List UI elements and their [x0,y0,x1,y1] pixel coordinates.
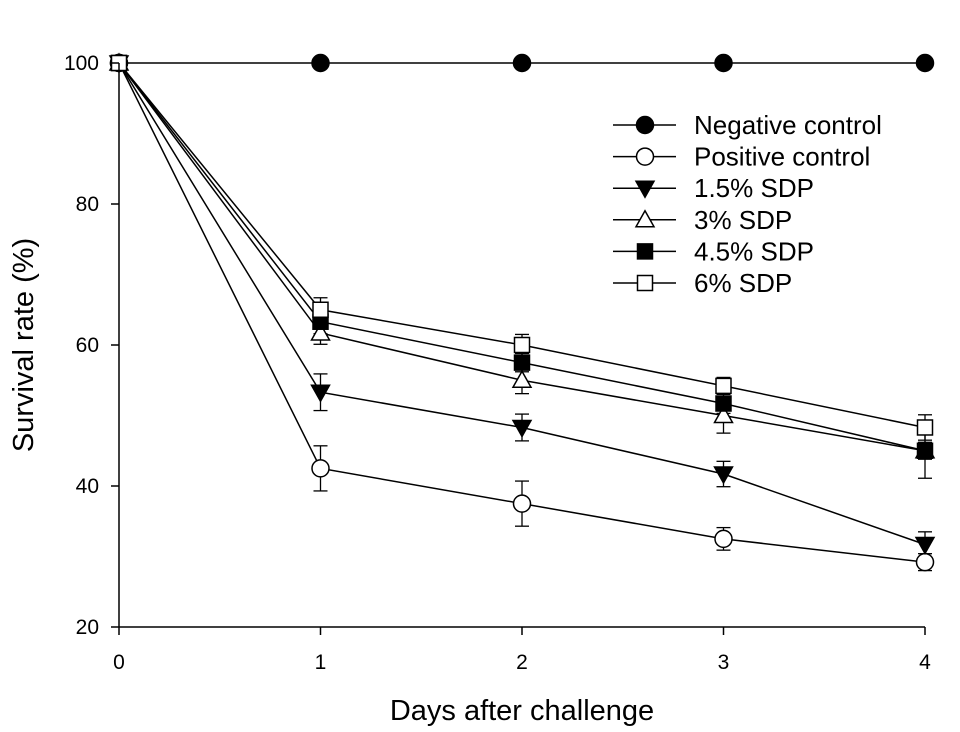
data-point-negative-control [714,53,733,73]
legend-item-3-sdp: 3% SDP [613,205,792,235]
data-point-6-sdp [513,336,531,354]
legend-label: 1.5% SDP [694,173,814,203]
data-point-3-sdp [713,404,734,424]
legend-label: Positive control [694,142,870,172]
data-point-positive-control [714,529,733,549]
data-point-4-5-sdp [513,354,531,371]
data-point-positive-control [512,494,532,513]
legend-label: 4.5% SDP [694,236,814,266]
y-tick-label: 100 [64,52,99,75]
y-tick-label: 60 [76,334,99,357]
data-point-6-sdp [715,377,732,395]
x-axis-title: Days after challenge [390,695,654,727]
data-point-1-5-sdp [511,419,533,439]
x-tick-label: 1 [315,651,327,674]
x-tick-label: 3 [718,651,730,674]
legend-item-positive-control: Positive control [613,142,870,172]
data-point-3-sdp [511,369,533,388]
data-point-negative-control [311,53,330,73]
legend-label: Negative control [694,110,882,140]
legend-marker [636,274,654,292]
legend-marker [635,147,655,166]
y-tick-label: 80 [76,193,99,216]
y-tick-label: 20 [76,616,99,639]
data-point-3-sdp [310,322,331,341]
data-point-negative-control [915,53,935,73]
x-tick-label: 2 [516,651,528,674]
data-point-1-5-sdp [914,536,936,556]
data-point-positive-control [915,552,935,572]
data-point-4-5-sdp [715,395,732,412]
series-markers [108,52,936,572]
legend-item-6-sdp: 6% SDP [613,268,792,298]
legend-item-4-5-sdp: 4.5% SDP [613,236,814,266]
data-point-positive-control [311,459,330,478]
legend-label: 6% SDP [694,268,792,298]
legend-marker [634,209,656,228]
data-point-6-sdp [916,419,934,436]
data-point-1-5-sdp [310,384,331,403]
data-point-1-5-sdp [713,466,734,485]
x-tick-label: 4 [919,651,931,674]
legend-label: 3% SDP [694,205,792,235]
legend-marker [636,243,654,260]
ticks: 0 1 2 3 4 20 40 60 80 100 [64,52,931,674]
legend-item-1-5-sdp: 1.5% SDP [613,173,814,203]
data-point-6-sdp [312,301,329,318]
data-point-4-5-sdp [916,442,934,459]
data-point-negative-control [512,53,532,73]
legend-marker [634,180,656,199]
y-axis-title: Survival rate (%) [8,238,40,452]
x-tick-label: 0 [113,651,125,674]
legend-item-negative-control: Negative control [613,110,882,140]
y-tick-label: 40 [76,475,99,498]
legend-marker [635,115,655,135]
